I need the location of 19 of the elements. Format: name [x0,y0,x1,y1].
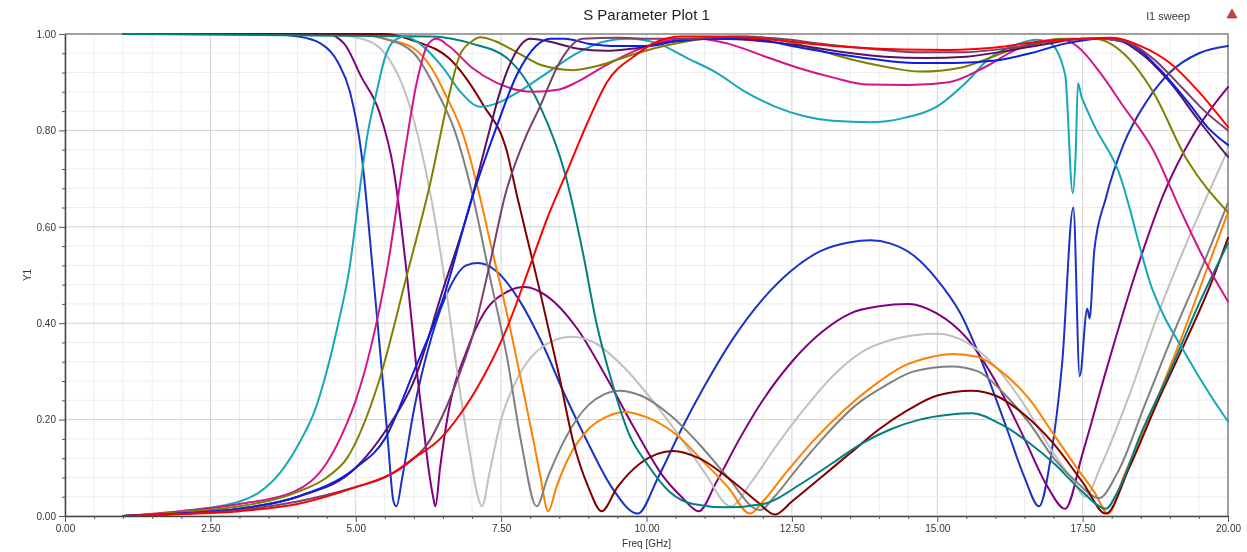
y-tick-label: 0.60 [36,221,57,233]
chart-title: S Parameter Plot 1 [583,6,710,23]
text: l1 sweep [1146,10,1190,22]
x-tick-label: 15.00 [925,523,951,535]
y-tick-label: 0.80 [36,125,57,137]
y-axis-title: Y1 [22,268,33,282]
x-tick-label: 20.00 [1215,523,1242,535]
x-tick-label: 2.50 [201,523,222,535]
x-tick-label: 5.00 [346,523,367,535]
x-axis-title: Freq [GHz] [622,538,672,549]
y-tick-label: 1.00 [36,28,57,40]
y-tick-label: 0.00 [36,510,57,522]
x-tick-label: 0.00 [55,523,76,535]
y-tick-label: 0.40 [36,317,57,329]
y-tick-label: 0.20 [36,414,57,426]
x-tick-label: 10.00 [634,523,660,535]
x-tick-label: 7.50 [491,523,512,535]
x-tick-label: 17.50 [1070,523,1097,535]
x-tick-label: 12.50 [779,523,806,535]
